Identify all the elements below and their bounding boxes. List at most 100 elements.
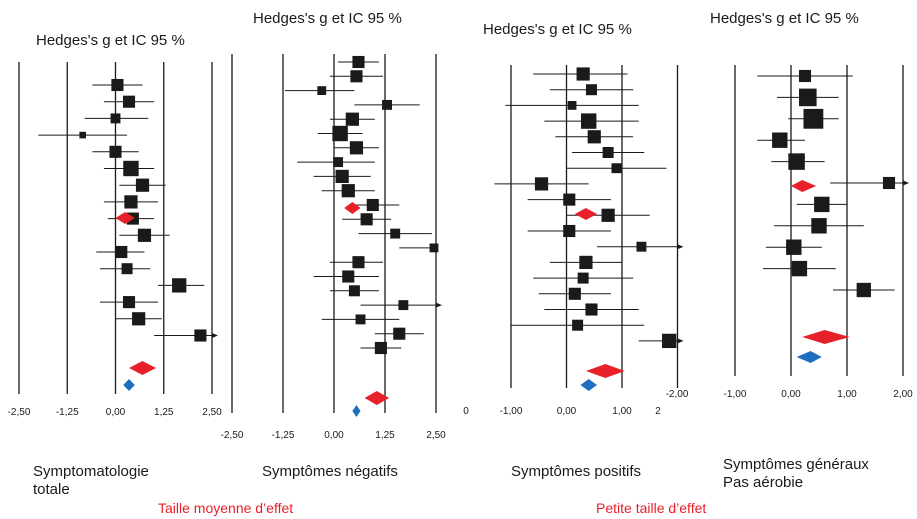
- panel-2-study-marker-6: [332, 125, 348, 142]
- panel-4-pooled-diamond-1: [791, 180, 817, 192]
- panel-1-study-marker-3: [110, 113, 121, 124]
- panel-3-study-marker-7: [611, 163, 622, 174]
- panel-4-study-marker-4: [772, 132, 788, 148]
- panel-2-pooled-diamond-3: [352, 405, 361, 417]
- panel-3-study-marker-14: [577, 272, 589, 284]
- panel-4-study-marker-10: [791, 260, 808, 277]
- panel-2-study-marker-19: [355, 314, 366, 325]
- panel-3-tick-label-1: 0,00: [557, 406, 577, 417]
- panel-1-study-marker-14: [122, 296, 136, 309]
- panel-3-title: Hedges's g et IC 95 %: [483, 21, 632, 38]
- panel-3-study-marker-8: [534, 177, 549, 191]
- panel-2-study-marker-8: [333, 157, 344, 168]
- panel-1-tick-label-2: 0,00: [106, 407, 126, 418]
- panel-4-study-marker-6: [882, 176, 896, 190]
- panel-1-pooled-diamond-3: [123, 379, 135, 391]
- panel-4-tick-label-2: 1,00: [837, 389, 857, 400]
- panel-3-tick-label-2: 1,00: [612, 406, 632, 417]
- panel-2-study-marker-14: [429, 243, 439, 253]
- panel-2-study-marker-5: [345, 112, 359, 126]
- panel-2-tick-label-3: 1,25: [375, 430, 395, 441]
- panel-4-study-marker-8: [811, 218, 827, 234]
- panel-3-study-marker-3: [567, 101, 577, 110]
- footer-medium-effect: Taille moyenne d’effet: [158, 500, 294, 516]
- panel-2-tick-label-1: -1,25: [272, 430, 295, 441]
- panel-1-study-marker-6: [123, 160, 139, 177]
- panel-1-ci-arrow-16: [212, 333, 218, 338]
- panel-2-caption: Symptômes négatifs: [262, 463, 398, 481]
- panel-3-study-marker-17: [572, 319, 584, 331]
- panel-1-study-marker-16: [194, 329, 207, 342]
- panel-3-study-marker-2: [585, 84, 597, 96]
- panel-3-pooled-diamond-2: [585, 364, 625, 378]
- panel-4-title: Hedges's g et IC 95 %: [710, 10, 859, 27]
- panel-2-study-marker-21: [374, 341, 387, 355]
- panel-1-pooled-diamond-1: [115, 212, 135, 224]
- panel-3-extra-tick-label-1: 2: [655, 406, 661, 417]
- panel-2-study-marker-12: [360, 213, 373, 226]
- panel-2-pooled-diamond-2: [364, 391, 390, 405]
- panel-3-study-marker-16: [585, 303, 598, 316]
- panel-1-study-marker-5: [109, 145, 122, 158]
- panel-1-caption-line-1: Symptomatologie: [33, 463, 149, 480]
- panel-1-study-marker-12: [121, 263, 133, 275]
- panel-2-pooled-diamond-1: [344, 202, 361, 214]
- panel-1-study-marker-2: [122, 95, 136, 108]
- panel-2-study-marker-10: [341, 184, 355, 198]
- panel-4-caption: Symptômes généraux Pas aérobie: [723, 456, 869, 492]
- panel-2-study-marker-3: [317, 86, 327, 95]
- panel-4-pooled-diamond-3: [796, 351, 822, 363]
- panel-3-caption-line-1: Symptômes positifs: [511, 463, 642, 480]
- panel-3-study-marker-13: [579, 255, 593, 269]
- panel-3-extra-tick-label-0: 0: [463, 406, 469, 417]
- panel-4-study-marker-9: [786, 239, 802, 255]
- panel-2-tick-label-4: 2,50: [426, 430, 446, 441]
- panel-4-pooled-diamond-2: [802, 330, 850, 344]
- panel-3-caption: Symptômes positifs: [511, 463, 641, 481]
- panel-2-ci-arrow-18: [436, 302, 442, 308]
- panel-1-study-marker-7: [135, 178, 150, 192]
- panel-2-study-marker-15: [352, 256, 365, 269]
- panel-3-ci-arrow-12: [677, 244, 684, 250]
- panel-2-study-marker-4: [382, 99, 392, 110]
- panel-2-study-marker-13: [390, 228, 401, 239]
- panel-3-study-marker-9: [563, 193, 576, 206]
- panel-1-tick-label-1: -1,25: [56, 407, 79, 418]
- panel-3-study-marker-12: [636, 241, 647, 252]
- panel-3-pooled-diamond-1: [574, 208, 598, 220]
- panel-4-ci-arrow-6: [903, 180, 909, 186]
- panel-1-tick-label-3: 1,25: [154, 407, 174, 418]
- panel-2-study-marker-11: [366, 198, 379, 212]
- panel-2-study-marker-2: [350, 70, 363, 83]
- panel-3-pooled-diamond-3: [580, 379, 598, 391]
- panel-1-study-marker-4: [79, 131, 86, 139]
- panel-4-caption-line-1: Symptômes généraux: [723, 456, 869, 473]
- panel-1-study-marker-13: [172, 278, 187, 293]
- panel-1-study-marker-8: [124, 195, 138, 209]
- panel-4-tick-label-1: 0,00: [781, 389, 801, 400]
- panel-2-tick-label-0: -2,50: [221, 430, 244, 441]
- panel-2-tick-label-2: 0,00: [324, 430, 344, 441]
- panel-1-tick-label-4: 2,50: [202, 407, 222, 418]
- panel-3-study-marker-5: [587, 130, 601, 144]
- panel-1-study-marker-1: [111, 78, 124, 92]
- footer-small-effect: Petite taille d’effet: [596, 500, 707, 516]
- panel-2-study-marker-1: [352, 55, 365, 69]
- panel-4-study-marker-11: [856, 282, 871, 298]
- panel-3-study-marker-4: [581, 113, 597, 129]
- panel-4-study-marker-7: [814, 196, 830, 213]
- panel-3-extra-tick-label-2: -2,00: [666, 389, 689, 400]
- panel-2-study-marker-9: [335, 169, 349, 183]
- panel-3-ci-arrow-18: [677, 338, 684, 344]
- panel-2-study-marker-16: [342, 270, 355, 283]
- panel-3-study-marker-11: [563, 224, 576, 238]
- panel-3-study-marker-6: [602, 147, 614, 158]
- panel-3-study-marker-1: [576, 67, 590, 81]
- panel-1-study-marker-10: [137, 228, 152, 242]
- panel-1-study-marker-15: [132, 312, 146, 326]
- panel-4-caption-line-2: Pas aérobie: [723, 474, 804, 491]
- panel-1-caption-line-2: totale: [33, 481, 70, 498]
- panel-2-study-marker-17: [348, 285, 360, 297]
- panel-4-study-marker-3: [803, 108, 824, 129]
